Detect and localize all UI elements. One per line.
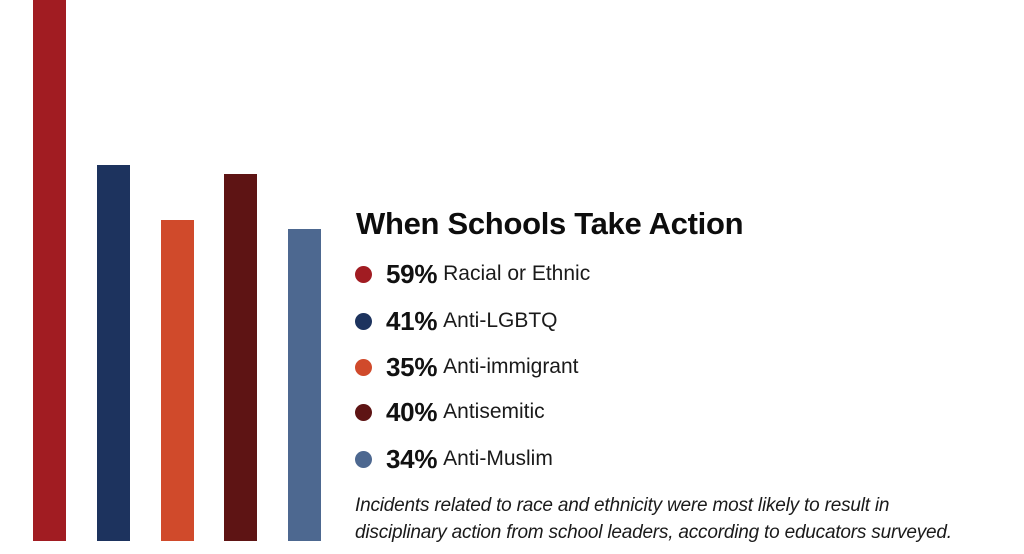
legend-label: Anti-LGBTQ bbox=[443, 309, 558, 332]
legend-item-anti-muslim: 34% Anti-Muslim bbox=[355, 443, 553, 475]
bar-anti-lgbtq bbox=[97, 165, 130, 541]
legend-label: Racial or Ethnic bbox=[443, 262, 591, 285]
legend-item-racial-ethnic: 59% Racial or Ethnic bbox=[355, 258, 590, 290]
legend-item-anti-immigrant: 35% Anti-immigrant bbox=[355, 351, 579, 383]
legend-percent: 35% bbox=[386, 351, 438, 382]
bar-racial-or-ethnic bbox=[33, 0, 66, 541]
chart-caption: Incidents related to race and ethnicity … bbox=[355, 492, 1024, 546]
legend-dot-icon bbox=[355, 403, 372, 421]
caption-line-2: disciplinary action from school leaders,… bbox=[355, 522, 952, 543]
legend-percent: 40% bbox=[386, 396, 438, 427]
legend-item-anti-lgbtq: 41% Anti-LGBTQ bbox=[355, 305, 558, 337]
legend-item-antisemitic: 40% Antisemitic bbox=[355, 396, 545, 428]
caption-line-1: Incidents related to race and ethnicity … bbox=[355, 495, 890, 516]
legend-label: Anti-immigrant bbox=[443, 355, 579, 378]
bar-antisemitic bbox=[224, 174, 257, 541]
legend-percent: 34% bbox=[386, 443, 438, 474]
legend-dot-icon bbox=[355, 358, 372, 376]
legend-percent: 41% bbox=[386, 305, 438, 336]
legend-dot-icon bbox=[355, 450, 372, 468]
legend-percent: 59% bbox=[386, 258, 438, 289]
bar-anti-immigrant bbox=[161, 220, 194, 541]
legend-label: Anti-Muslim bbox=[443, 447, 553, 470]
bar-anti-muslim bbox=[288, 229, 321, 541]
chart-title: When Schools Take Action bbox=[356, 206, 744, 241]
legend-dot-icon bbox=[355, 312, 372, 330]
legend-label: Antisemitic bbox=[443, 400, 545, 423]
legend-dot-icon bbox=[355, 265, 372, 283]
